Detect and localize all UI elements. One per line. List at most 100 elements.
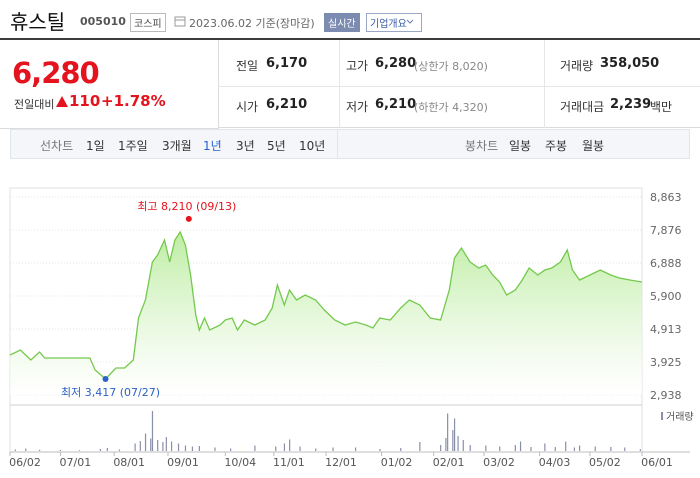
y-tick-label: 7,876 [650,224,682,237]
volume-bar [165,437,167,451]
change-label: 전일대비 [14,98,55,111]
period-tab[interactable]: 1주일 [118,139,148,153]
x-tick-label: 03/02 [483,456,515,469]
header-rule [0,38,700,40]
volume-bar [134,443,136,451]
x-tick-label: 04/03 [539,456,571,469]
volume-bar [457,436,459,451]
y-tick-label: 5,900 [650,290,682,303]
candle-tab[interactable]: 주봉 [545,139,568,153]
period-tab[interactable]: 3년 [236,139,255,153]
volume-bar [573,447,575,451]
volume-bar [59,450,62,451]
price-area [10,232,642,395]
period-tab[interactable]: 5년 [267,139,286,153]
period-tab[interactable]: 1일 [86,139,105,153]
change-rate: +1.78% [101,92,166,110]
stat-unit: 백만 [650,100,673,114]
stats-bottom-line [218,127,700,128]
annotation-label: 최고 8,210 (09/13) [137,200,236,213]
stats-divider [544,40,545,128]
volume-bar [315,448,317,451]
x-tick-label: 05/02 [589,456,621,469]
market-badge: 코스피 [130,13,166,32]
volume-bar [447,413,449,451]
volume-bar [594,446,596,451]
annotation-dot [102,375,109,382]
volume-bar [198,446,200,451]
volume-bar [254,445,256,451]
stock-code: 005010 [80,15,126,28]
candle-tab[interactable]: 일봉 [509,139,532,153]
realtime-button[interactable]: 실시간 [324,13,360,32]
volume-bar [332,447,334,451]
quote-panel [0,40,219,129]
volume-bar [139,441,141,451]
volume-bar [118,449,121,451]
volume-bar [157,440,159,451]
x-tick-label: 01/02 [381,456,413,469]
volume-bar [544,443,546,451]
volume-bar [283,443,286,451]
volume-legend: 거래량 [666,411,694,423]
volume-bar [14,449,16,451]
base-date: 2023.06.02 기준(장마감) [189,17,315,30]
price-line [9,230,643,380]
x-tick-label: 06/02 [9,456,41,469]
volume-bar [184,445,187,451]
volume-bar [106,448,108,451]
x-tick-label: 10/04 [224,456,256,469]
period-tab[interactable]: 10년 [299,139,326,153]
stat-label: 거래량 [560,59,594,73]
volume-bar [469,445,471,451]
volume-bar [499,446,501,451]
period-tab[interactable]: 3개월 [162,139,192,153]
volume-bar [452,430,454,451]
volume-bar [530,447,532,451]
volume-bar [462,440,464,451]
stat-value: 6,210 [266,97,308,112]
annotation-label: 최저 3,417 (07/27) [61,386,160,399]
stats-row-line [218,86,700,87]
stat-label: 전일 [236,59,259,73]
y-tick-label: 2,938 [650,389,682,402]
period-tab[interactable]: 1년 [203,139,222,153]
stat-value: 2,239 [610,97,652,112]
x-tick-label: 06/01 [641,456,673,469]
candle-tab[interactable]: 월봉 [582,139,605,153]
y-tick-label: 3,925 [650,356,682,369]
volume-bar [440,445,442,451]
volume-bar [25,448,27,451]
tab-divider [337,130,338,158]
stat-sub: (상한가 8,020) [414,60,488,73]
volume-bar [453,418,456,451]
y-tick-label: 4,913 [650,323,682,336]
volume-bar [299,446,301,451]
volume-bar [144,433,147,451]
company-info-button[interactable]: 기업개요 [366,13,422,32]
x-tick-label: 12/01 [325,456,357,469]
volume-bar [624,447,626,451]
stat-label: 시가 [236,100,259,114]
stats-divider [339,40,340,128]
volume-bar [379,449,381,451]
volume-bar [514,445,516,451]
y-tick-label: 8,863 [650,191,682,204]
x-tick-label: 07/01 [60,456,92,469]
volume-bar [177,443,180,451]
stat-label: 거래대금 [560,100,605,114]
volume-bar [485,445,487,451]
stat-value: 358,050 [600,56,660,71]
x-tick-label: 09/01 [167,456,199,469]
volume-bar [214,447,216,451]
volume-bar [162,442,164,451]
volume-bar [39,449,41,451]
volume-bar [191,446,194,451]
tab-bar [10,129,690,159]
volume-bar [400,448,402,451]
dropdown-arrow [406,19,414,24]
calendar-icon [174,16,186,27]
change-amount: 110 [69,92,101,110]
